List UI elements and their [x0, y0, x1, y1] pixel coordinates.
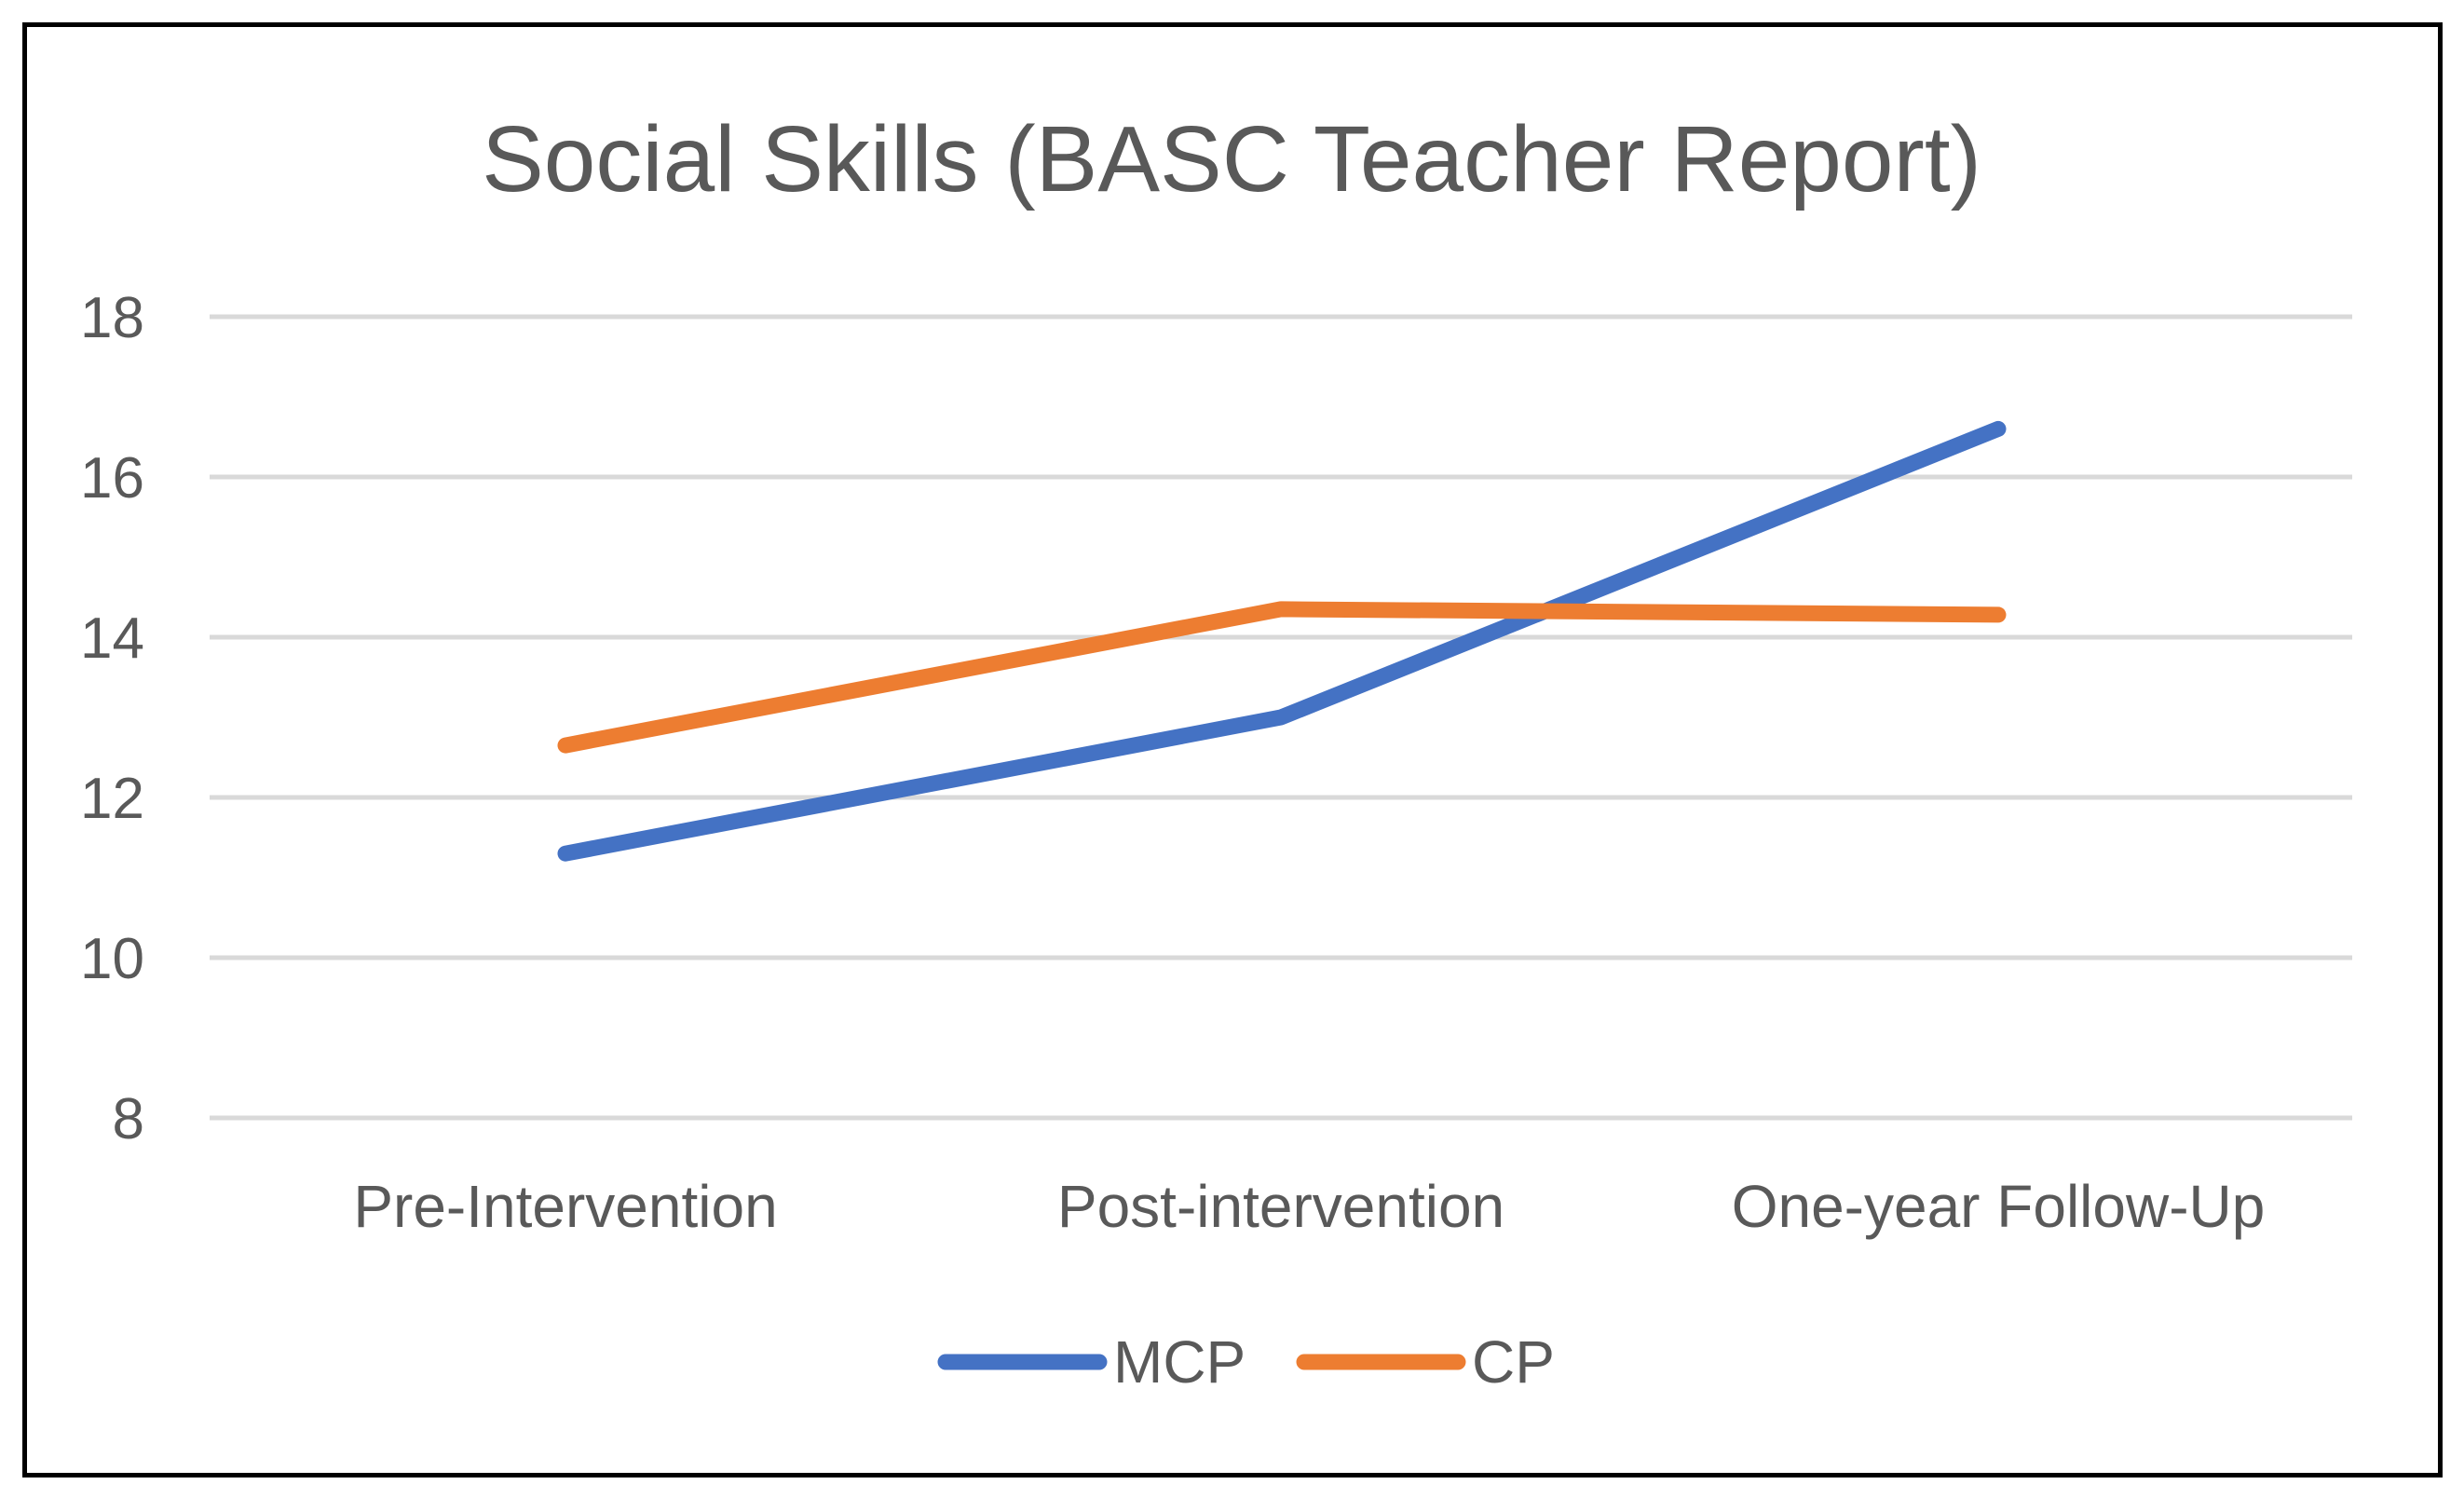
y-tick-label: 8 — [113, 1087, 144, 1151]
y-tick-label: 10 — [80, 927, 144, 991]
legend: MCP CP — [937, 1328, 1555, 1396]
chart-frame — [22, 22, 2443, 1478]
legend-label-cp: CP — [1472, 1328, 1555, 1396]
chart-title: Social Skills (BASC Teacher Report) — [482, 107, 1981, 211]
y-axis-ticks: 8 10 12 14 16 18 — [80, 286, 144, 1151]
x-category-label: Post-intervention — [1057, 1173, 1504, 1240]
y-tick-label: 16 — [80, 446, 144, 511]
y-tick-label: 12 — [80, 767, 144, 831]
legend-label-mcp: MCP — [1113, 1328, 1246, 1396]
x-category-label: One-year Follow-Up — [1732, 1173, 2266, 1240]
y-tick-label: 18 — [80, 286, 144, 350]
series-lines — [557, 420, 2007, 862]
series-line-mcp — [557, 420, 2007, 862]
x-category-label: Pre-Intervention — [353, 1173, 777, 1240]
gridlines — [210, 314, 2352, 1121]
y-tick-label: 14 — [80, 606, 144, 671]
x-axis-categories: Pre-Intervention Post-intervention One-yea… — [353, 1173, 2265, 1240]
